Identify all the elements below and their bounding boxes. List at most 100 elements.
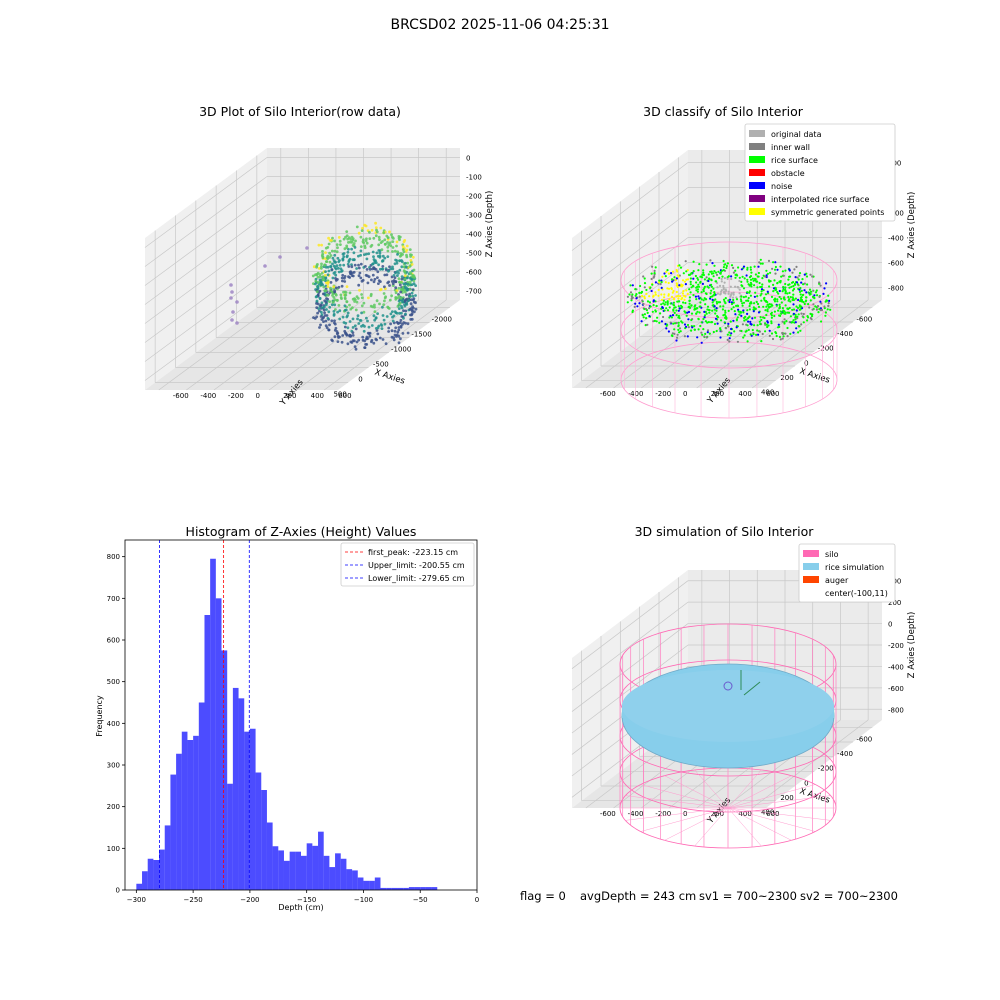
auger-arm — [743, 681, 761, 696]
data-point — [331, 236, 334, 240]
data-point — [326, 273, 330, 277]
data-point — [332, 287, 335, 290]
data-point — [361, 278, 365, 282]
data-point — [739, 295, 742, 298]
data-point — [701, 273, 704, 276]
data-point — [816, 294, 819, 297]
data-point — [360, 279, 364, 283]
grid-line — [144, 176, 268, 267]
data-point — [378, 288, 382, 292]
data-point — [328, 305, 332, 309]
data-point — [748, 284, 751, 287]
data-point — [716, 318, 719, 321]
data-point — [759, 262, 762, 265]
data-point — [729, 298, 732, 301]
grid-line — [751, 719, 869, 809]
data-point — [696, 336, 699, 339]
data-point — [728, 331, 731, 334]
z-tick-label: -400 — [888, 663, 904, 671]
data-point — [724, 315, 727, 318]
data-point — [337, 304, 341, 307]
panel1-title: 3D Plot of Silo Interior(row data) — [199, 104, 401, 119]
data-point — [784, 286, 787, 289]
data-point — [799, 329, 802, 332]
data-point — [330, 249, 334, 253]
data-point — [661, 288, 664, 291]
data-point — [697, 283, 700, 286]
data-point — [326, 285, 330, 288]
data-point — [654, 281, 658, 284]
data-point — [703, 310, 706, 313]
data-point — [402, 285, 406, 289]
data-point — [725, 264, 729, 268]
data-point — [324, 301, 328, 304]
data-point — [373, 267, 376, 271]
data-point — [778, 295, 781, 299]
data-point — [339, 296, 343, 299]
data-point — [767, 292, 770, 295]
data-point — [409, 258, 413, 262]
data-point — [713, 291, 716, 294]
data-point — [338, 335, 341, 339]
data-point — [681, 296, 684, 300]
data-point — [818, 281, 821, 284]
legend-swatch — [803, 576, 819, 583]
data-point — [387, 268, 391, 272]
data-point — [315, 299, 319, 303]
data-point — [377, 263, 380, 267]
data-point — [725, 316, 728, 319]
data-point — [397, 277, 401, 281]
data-point — [411, 273, 415, 277]
data-point — [338, 309, 342, 313]
histogram-bar — [147, 858, 154, 890]
data-point — [746, 299, 750, 302]
data-point — [699, 305, 702, 308]
data-point — [715, 309, 718, 312]
histogram-bar — [374, 877, 381, 890]
data-point — [654, 293, 657, 296]
data-point — [795, 265, 798, 268]
data-point — [343, 280, 347, 283]
data-point — [650, 272, 653, 275]
data-point — [671, 334, 674, 338]
data-point — [828, 299, 831, 302]
data-point — [403, 283, 407, 286]
data-point — [808, 288, 812, 291]
data-point — [716, 316, 720, 319]
data-point — [373, 318, 377, 322]
data-point — [773, 298, 776, 301]
data-point — [405, 270, 408, 274]
data-point — [350, 235, 354, 239]
data-point — [670, 278, 674, 281]
x-tick-label: -400 — [837, 330, 853, 338]
data-point — [400, 286, 403, 289]
data-point — [772, 287, 776, 290]
data-point — [778, 280, 781, 283]
data-point — [322, 315, 325, 319]
data-point — [378, 251, 382, 255]
data-point — [403, 304, 407, 308]
data-point — [765, 299, 768, 303]
data-point — [669, 314, 672, 317]
data-point — [749, 322, 752, 325]
legend-label: symmetric generated points — [771, 208, 884, 217]
data-point — [407, 272, 411, 276]
data-point — [315, 288, 319, 292]
data-point — [402, 277, 406, 280]
data-point — [763, 296, 766, 299]
data-point — [363, 246, 367, 250]
data-point — [400, 315, 404, 318]
data-point — [724, 297, 727, 300]
data-point — [733, 330, 736, 333]
data-point — [634, 294, 637, 297]
data-point — [346, 262, 350, 266]
data-point — [348, 334, 351, 338]
data-point — [320, 282, 324, 286]
data-point — [329, 288, 333, 292]
data-point — [320, 318, 324, 321]
data-point — [722, 259, 725, 263]
data-point — [771, 267, 774, 270]
data-point — [706, 308, 709, 311]
x-tick-label: -400 — [837, 750, 853, 758]
data-point — [346, 237, 350, 241]
